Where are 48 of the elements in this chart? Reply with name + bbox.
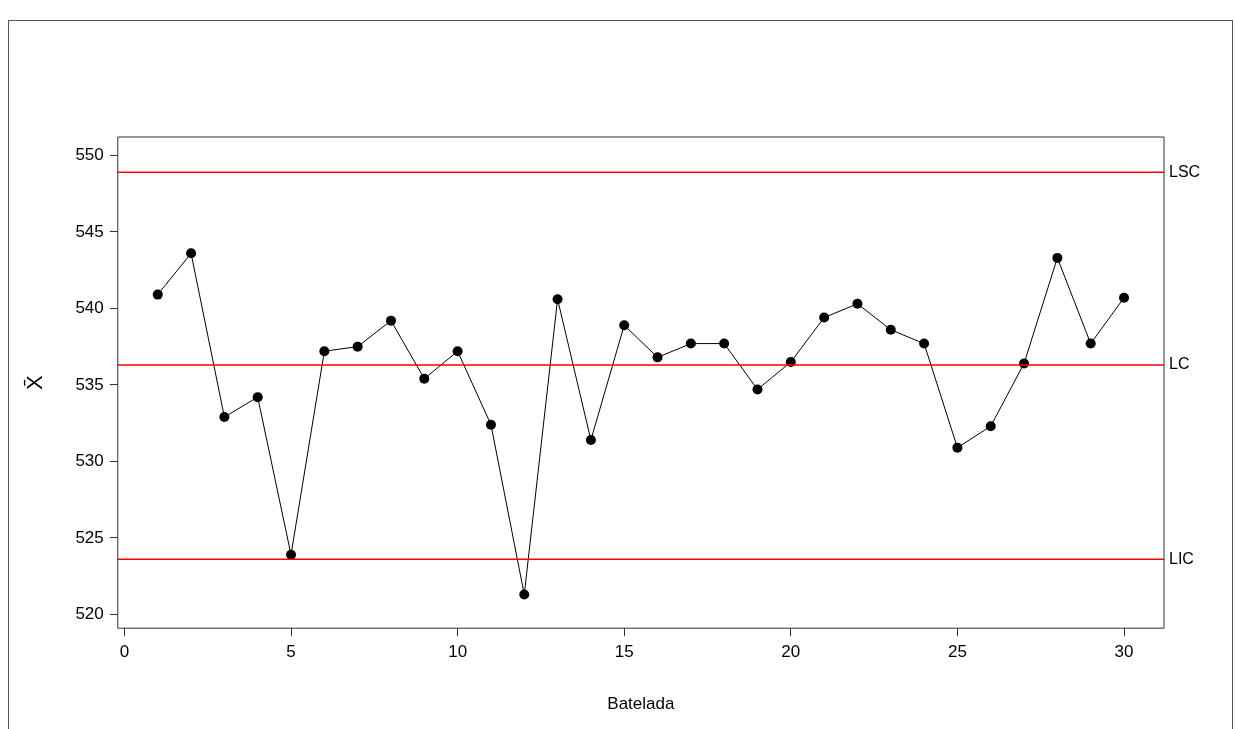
point	[919, 338, 930, 349]
point	[352, 341, 363, 352]
point	[385, 315, 396, 326]
point	[252, 392, 263, 403]
point	[752, 384, 763, 395]
ref-line-label: LSC	[1169, 162, 1201, 180]
point	[552, 294, 563, 305]
x-tick-label: 30	[1114, 642, 1134, 662]
point	[319, 346, 330, 357]
y-tick-label: 545	[75, 221, 104, 241]
y-axis-title: X̄	[22, 374, 48, 390]
point	[719, 338, 730, 349]
point	[585, 434, 596, 445]
point	[152, 289, 163, 300]
point	[852, 298, 863, 309]
y-tick-label: 540	[75, 298, 104, 318]
ref-line-label: LIC	[1169, 549, 1194, 567]
figure-frame: Batelada X̄ 0 5 10 15 20 25 30 520 525 530 535 540 545 550 LSC LC LIC	[8, 20, 1233, 729]
point	[452, 346, 463, 357]
x-axis-title: Batelada	[607, 694, 675, 714]
point	[619, 320, 630, 331]
point	[419, 373, 430, 384]
point	[952, 442, 963, 453]
x-tick-label: 15	[614, 642, 634, 662]
point	[985, 421, 996, 432]
x-tick-label: 20	[781, 642, 801, 662]
x-tick-label: 5	[286, 642, 296, 662]
y-tick-label: 550	[75, 145, 104, 165]
point	[186, 248, 197, 259]
x-tick-label: 25	[947, 642, 967, 662]
point	[1119, 292, 1130, 303]
point	[685, 338, 696, 349]
point	[519, 589, 530, 600]
x-tick-label: 10	[448, 642, 468, 662]
x-tick-label: 0	[119, 642, 130, 662]
point	[885, 324, 896, 335]
point	[219, 412, 230, 423]
point	[286, 549, 297, 560]
point	[1052, 252, 1063, 263]
y-tick-label: 520	[75, 604, 104, 624]
y-tick-label: 525	[75, 527, 104, 547]
point	[652, 352, 663, 363]
y-tick-label: 530	[75, 451, 104, 471]
point	[485, 419, 496, 430]
y-tick-label: 535	[75, 374, 104, 394]
point	[1085, 338, 1096, 349]
point	[819, 312, 830, 323]
ref-line-label: LC	[1169, 355, 1190, 373]
